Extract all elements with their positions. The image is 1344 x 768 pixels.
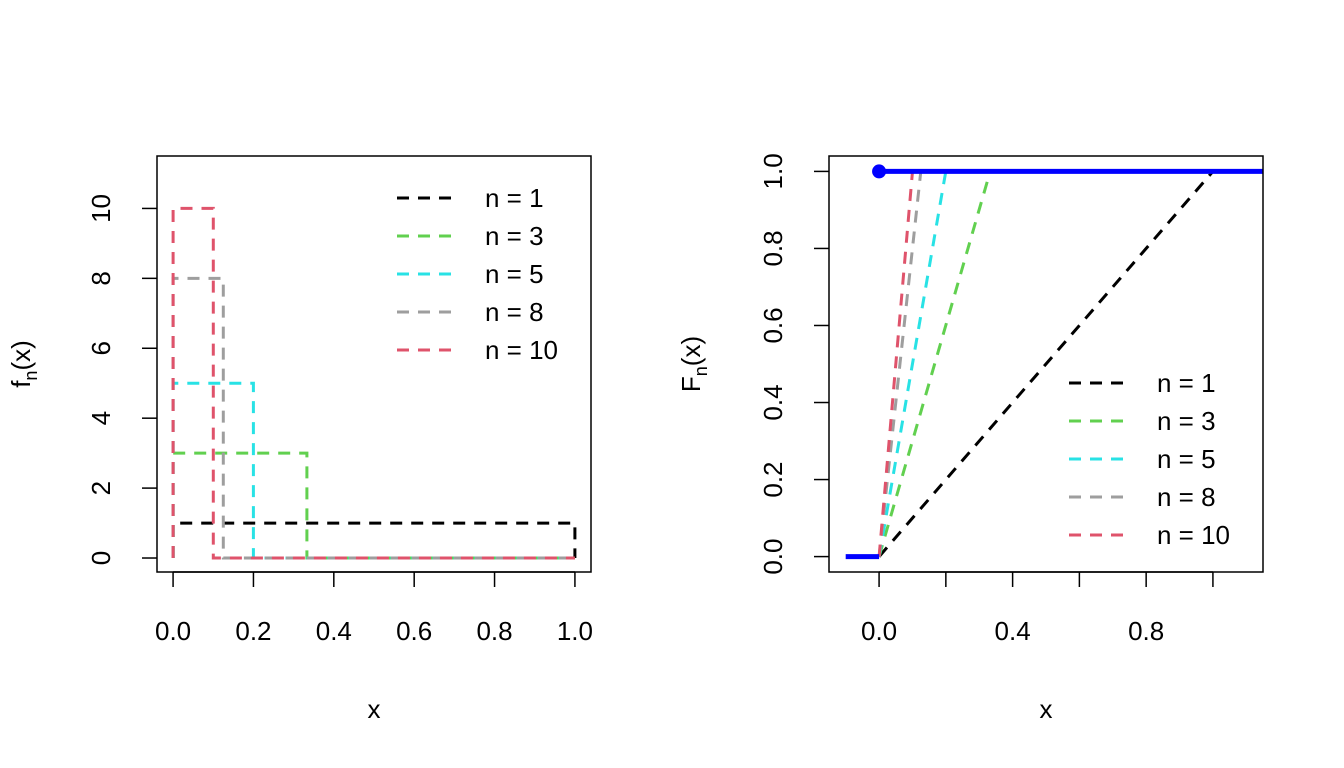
chart-0-y-axis-title: fn(x) — [6, 340, 41, 388]
chart-0-x-tick-label-3: 0.6 — [396, 616, 432, 646]
chart-0-x-tick-label-2: 0.4 — [316, 616, 352, 646]
chart-1-x-tick-label-0: 0.0 — [861, 616, 897, 646]
chart-1-x-tick-label-4: 0.8 — [1128, 616, 1164, 646]
chart-0-y-tick-label-2: 4 — [86, 411, 116, 425]
chart-1-series-line-3 — [877, 171, 923, 557]
chart-1-y-tick-label-0: 0.0 — [758, 539, 788, 575]
chart-1-series-line-0 — [877, 170, 1215, 558]
chart-1-legend-label-0: n = 1 — [1157, 368, 1216, 398]
chart-0-x-tick-label-1: 0.2 — [235, 616, 271, 646]
chart-1-y-axis-title: Fn(x) — [676, 336, 711, 392]
chart-1-legend-label-1: n = 3 — [1157, 406, 1216, 436]
chart-1-x-axis-title: x — [1040, 694, 1053, 724]
chart-0-legend-label-4: n = 10 — [485, 335, 558, 365]
chart-1-series-line-1 — [877, 170, 992, 558]
chart-0-y-tick-label-3: 6 — [86, 341, 116, 355]
chart-0-x-axis-title: x — [368, 694, 381, 724]
chart-1-legend-label-2: n = 5 — [1157, 444, 1216, 474]
chart-0-series-line-4 — [171, 206, 575, 560]
chart-1-legend-label-3: n = 8 — [1157, 482, 1216, 512]
chart-1-y-tick-label-3: 0.6 — [758, 307, 788, 343]
chart-1-series-line-4 — [877, 171, 914, 557]
chart-1-legend-label-4: n = 10 — [1157, 520, 1230, 550]
chart-1-y-tick-label-1: 0.2 — [758, 461, 788, 497]
chart-0-x-tick-label-0: 0.0 — [155, 616, 191, 646]
chart-1-y-tick-label-4: 0.8 — [758, 230, 788, 266]
chart-0-legend-label-3: n = 8 — [485, 297, 544, 327]
chart-0-legend-label-1: n = 3 — [485, 221, 544, 251]
chart-0-legend-label-2: n = 5 — [485, 259, 544, 289]
chart-0-x-tick-label-4: 0.8 — [476, 616, 512, 646]
chart-1-limit-cdf-point — [872, 164, 887, 179]
chart-0-x-tick-label-5: 1.0 — [557, 616, 593, 646]
chart-0-series-line-0 — [171, 521, 577, 558]
chart-0-series-line-1 — [171, 451, 575, 560]
chart-1-y-tick-label-5: 1.0 — [758, 153, 788, 189]
left-density-panel: 0.0 0.2 0.4 0.6 0.8 1.0 0 2 4 6 8 10 x fn(x) n = 1 n = … — [6, 155, 593, 724]
chart-0-y-tick-label-1: 2 — [86, 481, 116, 495]
chart-0-series-line-2 — [171, 381, 575, 560]
chart-1-y-tick-label-2: 0.4 — [758, 384, 788, 420]
chart-1-x-tick-label-2: 0.4 — [995, 616, 1031, 646]
chart-0-y-tick-label-0: 0 — [86, 551, 116, 565]
chart-1-series-line-2 — [877, 171, 948, 557]
right-cdf-panel: 0.0 0.4 0.8 0.0 0.2 0.4 0.6 0.8 1.0 x Fn(x) n = 1 n … — [676, 153, 1264, 724]
chart-0-y-tick-label-5: 10 — [86, 194, 116, 223]
chart-0-y-tick-label-4: 8 — [86, 271, 116, 285]
chart-0-legend-label-0: n = 1 — [485, 183, 544, 213]
